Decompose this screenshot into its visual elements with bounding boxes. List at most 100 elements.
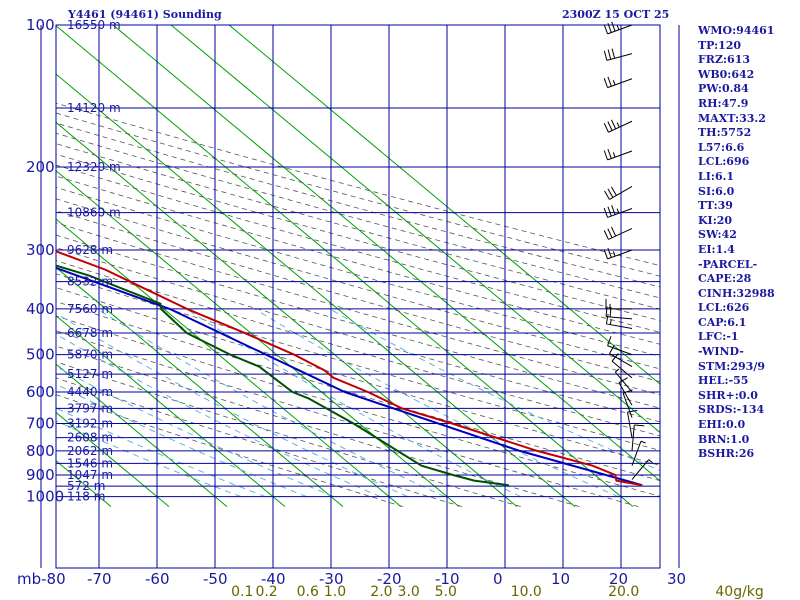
isotherm-line — [56, 25, 634, 507]
wind-barb — [631, 424, 645, 451]
index-item: CAPE:28 — [698, 272, 752, 286]
pressure-tick-label: 200 — [26, 158, 55, 176]
index-item: SI:6.0 — [698, 184, 735, 198]
temperature-tick-label: 0 — [493, 570, 503, 588]
dry-adiabat — [56, 122, 660, 288]
wind-barb — [603, 148, 633, 161]
height-label: 572 m — [67, 479, 105, 493]
isotherm-line — [56, 121, 518, 507]
index-item: HEL:-55 — [698, 374, 749, 388]
index-item: KI:20 — [698, 213, 733, 227]
wind-barb — [604, 186, 633, 200]
temperature-line — [56, 250, 643, 487]
height-label: 6678 m — [67, 326, 113, 340]
height-label: 2608 m — [67, 431, 113, 445]
height-label: 3192 m — [67, 417, 113, 431]
pressure-tick-label: 800 — [26, 442, 55, 460]
dry-adiabat — [56, 247, 660, 423]
dry-adiabat — [56, 143, 660, 310]
temperature-tick-label: 30 — [667, 570, 686, 588]
isotherm-line — [56, 73, 576, 507]
isotherm-line — [56, 411, 170, 507]
index-item: LCL:626 — [698, 301, 750, 315]
temperature-tick-label: -70 — [87, 570, 112, 588]
pressure-tick-label: 100 — [26, 16, 55, 34]
index-item: SRDS:-134 — [698, 403, 765, 417]
dry-adiabat — [56, 222, 660, 396]
dewpoint-line — [56, 264, 509, 487]
dry-adiabat — [56, 210, 660, 383]
height-label: 1047 m — [67, 468, 113, 482]
mixing-ratio-label: 20.0 — [608, 584, 639, 600]
dry-adiabat — [56, 102, 660, 266]
mixing-ratio-label: 0.1 — [231, 584, 253, 600]
dry-adiabat — [56, 164, 660, 333]
dry-adiabat — [56, 186, 660, 357]
temperature-tick-label: 20 — [609, 570, 628, 588]
isotherm-line — [56, 218, 402, 507]
height-label: 10860 m — [67, 206, 121, 220]
wind-barb — [603, 119, 633, 133]
wind-barb — [603, 205, 633, 218]
temperature-tick-label: -20 — [377, 570, 402, 588]
temperature-tick-label: -40 — [261, 570, 286, 588]
wind-barb — [626, 409, 638, 438]
pressure-tick-label: 300 — [26, 241, 55, 259]
index-item: STM:293/9 — [698, 359, 765, 373]
wind-barb — [618, 377, 633, 406]
pressure-tick-label: 500 — [26, 346, 55, 364]
index-item: CAP:6.1 — [698, 315, 747, 329]
height-label: 8532 m — [67, 275, 113, 289]
index-item: FRZ:613 — [698, 53, 751, 67]
height-label: 2062 m — [67, 444, 113, 458]
dry-adiabat — [56, 315, 660, 497]
pressure-tick-label: 700 — [26, 415, 55, 433]
wind-barb — [603, 226, 633, 240]
parcel-trace-line — [56, 266, 643, 487]
index-item: -WIND- — [698, 345, 744, 359]
pressure-tick-label: 400 — [26, 300, 55, 318]
temperature-tick-label: -30 — [319, 570, 344, 588]
index-item: BRN:1.0 — [698, 432, 750, 446]
height-label: 1546 m — [67, 456, 113, 470]
mixing-ratio-label: 1.0 — [324, 584, 346, 600]
wind-barb — [614, 368, 633, 393]
wind-barb — [631, 459, 653, 480]
wind-barb — [605, 314, 633, 329]
isotherm-line — [56, 266, 344, 507]
height-label: 12320 m — [67, 160, 121, 174]
mixing-ratio-label: 0.2 — [255, 584, 277, 600]
wind-barb — [605, 298, 632, 310]
height-label: 16550 m — [67, 18, 121, 32]
mixing-ratio-line — [254, 308, 619, 498]
index-item: TP:120 — [698, 38, 742, 52]
index-item: LCL:696 — [698, 155, 750, 169]
wind-barb — [603, 48, 633, 61]
wind-barb — [611, 353, 633, 379]
height-label: 14120 m — [67, 101, 121, 115]
index-item: SW:42 — [698, 228, 737, 242]
wind-barb — [605, 306, 633, 320]
isotherm-line — [112, 25, 660, 482]
sounding-timestamp: 2300Z 15 OCT 25 — [562, 8, 670, 21]
index-item: WB0:642 — [698, 67, 755, 81]
height-label: 5127 m — [67, 367, 113, 381]
mixing-ratio-label: 2.0 — [370, 584, 392, 600]
dry-adiabat — [56, 153, 660, 321]
isotherm-line — [56, 170, 460, 507]
index-item: MAXT:33.2 — [698, 111, 766, 125]
index-item: SHR+:0.0 — [698, 388, 758, 402]
index-item: TT:39 — [698, 199, 733, 213]
temperature-tick-label: -60 — [145, 570, 170, 588]
dry-adiabat — [56, 234, 660, 409]
index-item: CINH:32988 — [698, 286, 775, 300]
height-label: 5870 m — [67, 348, 113, 362]
wind-barb — [603, 76, 633, 89]
index-item: LFC:-1 — [698, 330, 739, 344]
height-label: 4440 m — [67, 385, 113, 399]
index-item: L57:6.6 — [698, 140, 745, 154]
isotherm-line — [56, 315, 286, 507]
dry-adiabat — [56, 345, 580, 507]
dry-adiabat — [56, 361, 521, 507]
